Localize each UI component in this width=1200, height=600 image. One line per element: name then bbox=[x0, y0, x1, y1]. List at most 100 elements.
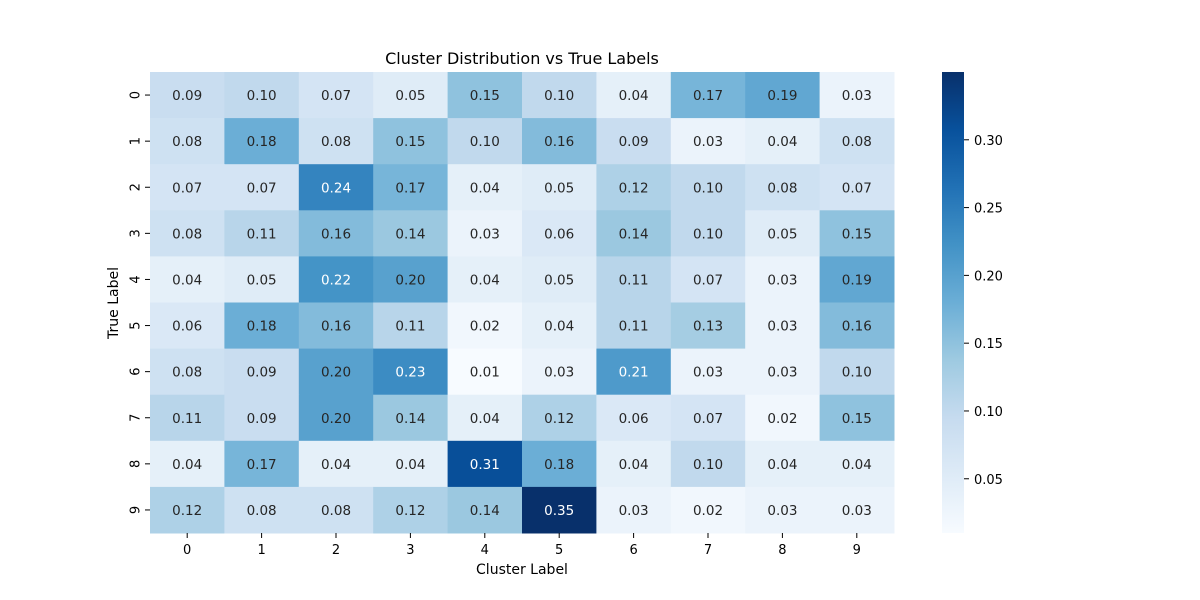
heatmap-cell-2-5 bbox=[522, 164, 597, 211]
colorbar-tick-label: 0.30 bbox=[974, 134, 1003, 149]
heatmap-cell-6-6 bbox=[596, 348, 672, 396]
cell-value-label: 0.14 bbox=[395, 226, 425, 242]
heatmap-cell-7-0 bbox=[150, 394, 225, 442]
colorbar-tick-label: 0.20 bbox=[974, 269, 1003, 284]
heatmap-cell-0-1 bbox=[224, 72, 300, 119]
cell-value-label: 0.03 bbox=[693, 365, 723, 381]
heatmap-cell-6-9 bbox=[819, 348, 895, 396]
cell-value-label: 0.10 bbox=[693, 180, 723, 196]
heatmap-cell-1-4 bbox=[447, 118, 523, 165]
heatmap-cell-2-6 bbox=[596, 164, 672, 211]
cell-value-label: 0.05 bbox=[544, 180, 574, 196]
cell-value-label: 0.35 bbox=[544, 503, 574, 519]
y-axis-label: True Label bbox=[106, 267, 122, 340]
heatmap-cell-5-2 bbox=[298, 302, 374, 350]
heatmap-cell-4-7 bbox=[670, 256, 746, 303]
heatmap-cell-9-5 bbox=[522, 486, 597, 534]
cell-value-label: 0.17 bbox=[395, 180, 425, 196]
cell-value-label: 0.07 bbox=[693, 272, 723, 288]
heatmap-cell-7-5 bbox=[522, 394, 597, 442]
cell-value-label: 0.11 bbox=[395, 319, 425, 335]
heatmap-cell-7-2 bbox=[298, 394, 374, 442]
cell-value-label: 0.03 bbox=[767, 319, 797, 335]
heatmap-cell-9-8 bbox=[745, 486, 821, 534]
heatmap-cell-2-4 bbox=[447, 164, 523, 211]
cell-value-label: 0.04 bbox=[619, 88, 649, 104]
cell-value-label: 0.11 bbox=[619, 272, 649, 288]
cell-value-label: 0.19 bbox=[767, 88, 797, 104]
cell-value-label: 0.03 bbox=[767, 272, 797, 288]
cell-value-label: 0.05 bbox=[395, 88, 425, 104]
cell-value-label: 0.05 bbox=[544, 272, 574, 288]
heatmap-cell-8-5 bbox=[522, 440, 597, 488]
heatmap-cell-8-8 bbox=[745, 440, 821, 488]
heatmap-cell-0-3 bbox=[373, 72, 449, 119]
cell-value-label: 0.16 bbox=[321, 226, 351, 242]
heatmap-cell-4-9 bbox=[819, 256, 895, 303]
cell-value-label: 0.13 bbox=[693, 319, 723, 335]
heatmap-cell-2-1 bbox=[224, 164, 300, 211]
cell-value-label: 0.03 bbox=[767, 503, 797, 519]
heatmap-cell-1-5 bbox=[522, 118, 597, 165]
heatmap-cell-4-4 bbox=[447, 256, 523, 303]
cell-value-label: 0.10 bbox=[693, 457, 723, 473]
heatmap-cell-7-3 bbox=[373, 394, 449, 442]
chart-title: Cluster Distribution vs True Labels bbox=[385, 49, 659, 68]
cell-value-label: 0.02 bbox=[767, 411, 797, 427]
cell-value-label: 0.04 bbox=[842, 457, 872, 473]
cell-value-label: 0.03 bbox=[619, 503, 649, 519]
cell-value-label: 0.23 bbox=[395, 365, 425, 381]
x-tick-label: 8 bbox=[778, 543, 786, 558]
cell-value-label: 0.03 bbox=[544, 365, 574, 381]
cell-value-label: 0.16 bbox=[544, 134, 574, 150]
heatmap-cell-0-0 bbox=[150, 72, 225, 119]
cell-value-label: 0.20 bbox=[321, 365, 351, 381]
cell-value-label: 0.04 bbox=[767, 457, 797, 473]
cell-value-label: 0.17 bbox=[247, 457, 277, 473]
cell-value-label: 0.04 bbox=[767, 134, 797, 150]
cell-value-label: 0.04 bbox=[619, 457, 649, 473]
heatmap-cell-3-1 bbox=[224, 210, 300, 257]
heatmap-cell-0-4 bbox=[447, 72, 523, 119]
heatmap-cell-9-9 bbox=[819, 486, 895, 534]
cell-value-label: 0.24 bbox=[321, 180, 351, 196]
cell-value-label: 0.11 bbox=[619, 319, 649, 335]
cell-value-label: 0.03 bbox=[842, 88, 872, 104]
cell-value-label: 0.10 bbox=[842, 365, 872, 381]
x-tick-label: 4 bbox=[481, 543, 489, 558]
cell-value-label: 0.04 bbox=[470, 411, 500, 427]
heatmap-cell-0-8 bbox=[745, 72, 821, 119]
heatmap-cell-9-6 bbox=[596, 486, 672, 534]
heatmap-cell-5-1 bbox=[224, 302, 300, 350]
x-tick-label: 6 bbox=[629, 543, 637, 558]
cell-value-label: 0.01 bbox=[470, 365, 500, 381]
cell-value-label: 0.06 bbox=[544, 226, 574, 242]
heatmap-cell-1-8 bbox=[745, 118, 821, 165]
y-tick-label: 0 bbox=[129, 91, 144, 99]
heatmap-cell-7-4 bbox=[447, 394, 523, 442]
heatmap-cell-9-2 bbox=[298, 486, 374, 534]
heatmap-cell-9-4 bbox=[447, 486, 523, 534]
heatmap-cell-2-8 bbox=[745, 164, 821, 211]
heatmap-cell-4-6 bbox=[596, 256, 672, 303]
heatmap-cell-8-2 bbox=[298, 440, 374, 488]
heatmap-cell-4-2 bbox=[298, 256, 374, 303]
heatmap-cell-7-7 bbox=[670, 394, 746, 442]
heatmap-cell-3-7 bbox=[670, 210, 746, 257]
x-tick-label: 1 bbox=[257, 543, 265, 558]
cell-value-label: 0.07 bbox=[247, 180, 277, 196]
cell-value-label: 0.04 bbox=[172, 272, 202, 288]
cell-value-label: 0.12 bbox=[619, 180, 649, 196]
y-tick-label: 1 bbox=[129, 137, 144, 145]
heatmap-cell-6-8 bbox=[745, 348, 821, 396]
cell-value-label: 0.05 bbox=[247, 272, 277, 288]
colorbar-tick-label: 0.10 bbox=[974, 405, 1003, 420]
cell-value-label: 0.09 bbox=[247, 365, 277, 381]
cell-value-label: 0.04 bbox=[172, 457, 202, 473]
cell-value-label: 0.07 bbox=[842, 180, 872, 196]
heatmap-cell-6-2 bbox=[298, 348, 374, 396]
cell-value-label: 0.08 bbox=[321, 134, 351, 150]
heatmap-cell-0-2 bbox=[298, 72, 374, 119]
cell-value-label: 0.02 bbox=[693, 503, 723, 519]
colorbar bbox=[942, 72, 964, 533]
